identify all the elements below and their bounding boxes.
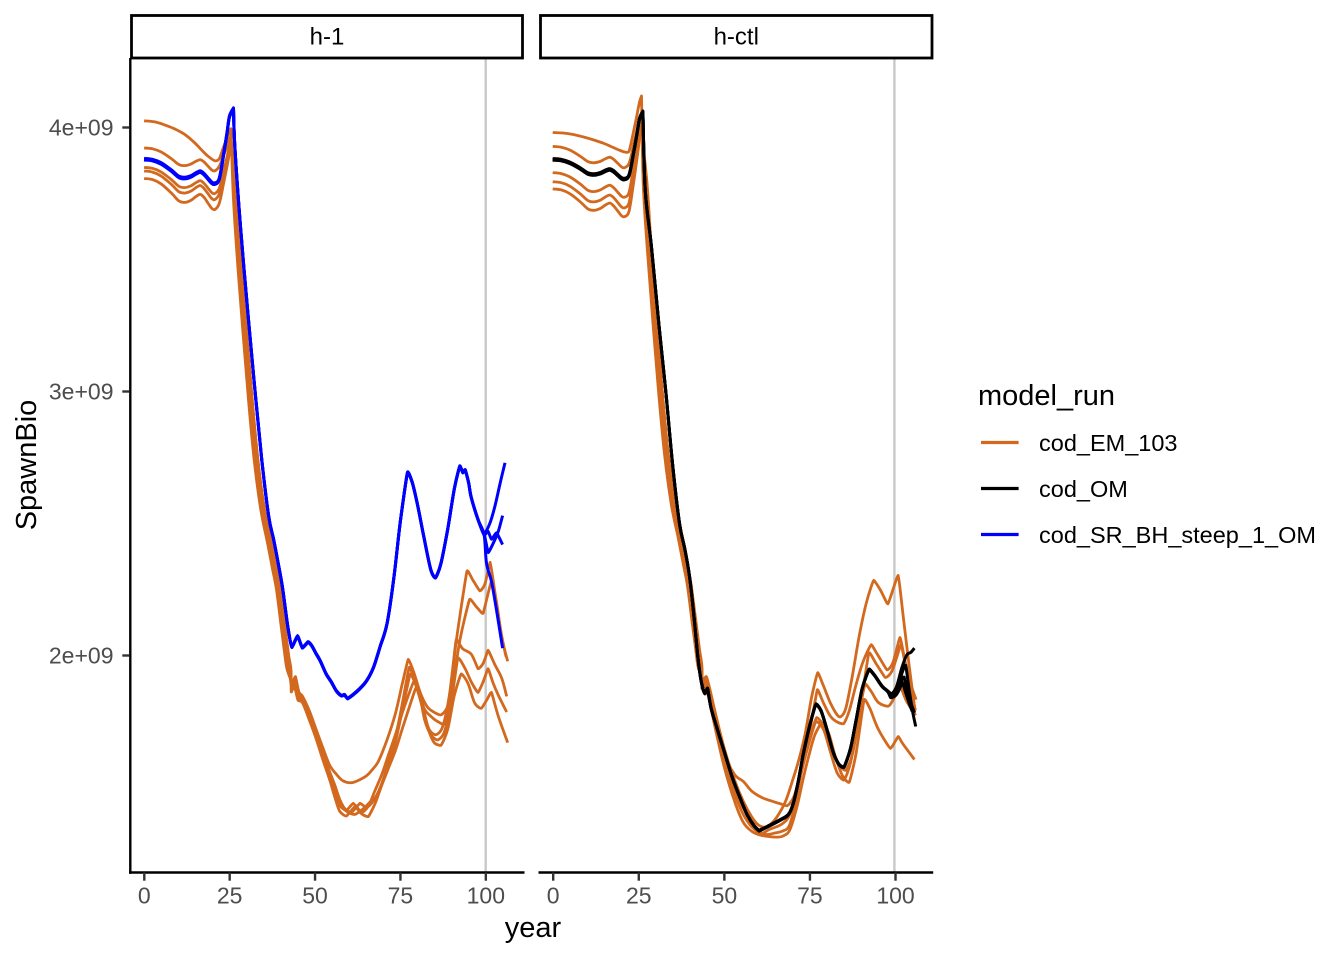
svg-text:50: 50 — [712, 883, 738, 909]
svg-text:4e+09: 4e+09 — [49, 115, 114, 141]
svg-text:25: 25 — [217, 883, 243, 909]
svg-text:cod_SR_BH_steep_1_OM: cod_SR_BH_steep_1_OM — [1039, 522, 1316, 548]
svg-text:year: year — [505, 912, 562, 944]
svg-text:100: 100 — [467, 883, 505, 909]
svg-text:h-1: h-1 — [310, 24, 345, 51]
svg-text:2e+09: 2e+09 — [49, 643, 114, 669]
svg-text:75: 75 — [388, 883, 414, 909]
svg-text:50: 50 — [302, 883, 328, 909]
svg-text:h-ctl: h-ctl — [714, 24, 759, 51]
svg-text:100: 100 — [876, 883, 914, 909]
svg-text:25: 25 — [626, 883, 652, 909]
svg-text:cod_EM_103: cod_EM_103 — [1039, 430, 1178, 456]
svg-text:0: 0 — [138, 883, 151, 909]
svg-text:75: 75 — [797, 883, 823, 909]
svg-text:model_run: model_run — [978, 380, 1115, 412]
svg-text:cod_OM: cod_OM — [1039, 476, 1128, 502]
svg-text:0: 0 — [547, 883, 560, 909]
svg-text:SpawnBio: SpawnBio — [11, 400, 43, 531]
svg-text:3e+09: 3e+09 — [49, 379, 114, 405]
